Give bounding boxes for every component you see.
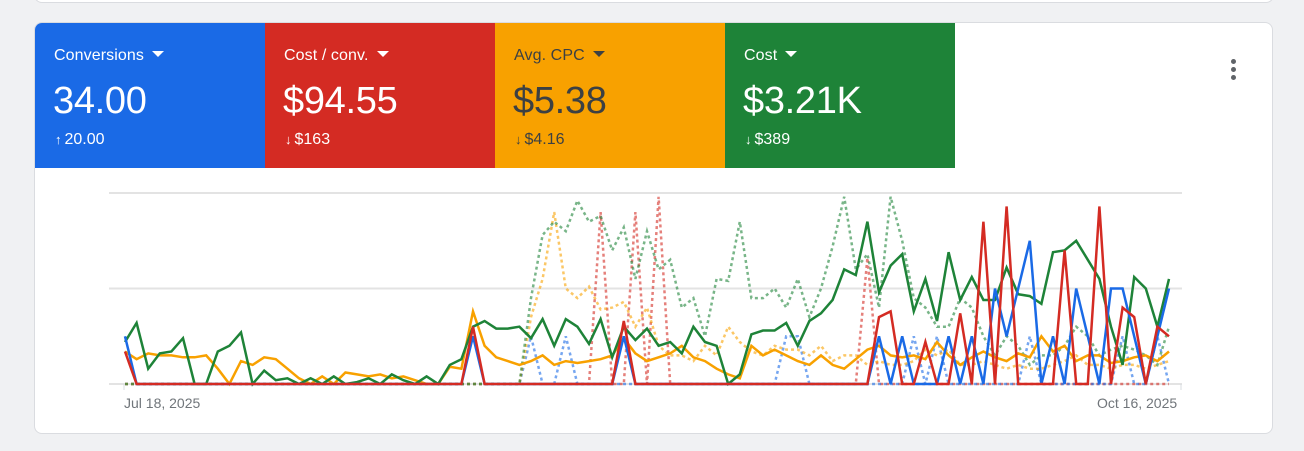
previous-card-edge <box>34 0 1274 3</box>
arrow-down-icon: ↓ <box>515 132 522 147</box>
scorecard-metric-selector[interactable]: Avg. CPC <box>514 47 605 65</box>
x-axis-start-label: Jul 18, 2025 <box>124 395 201 411</box>
scorecard-metric-selector[interactable]: Conversions <box>54 47 165 65</box>
dropdown-caret-icon <box>152 51 165 57</box>
scorecard-label: Avg. CPC <box>514 47 585 64</box>
scorecard-conversions[interactable]: Conversions 34.00 ↑ 20.00 <box>35 23 265 168</box>
more-vert-icon <box>1230 74 1236 80</box>
dropdown-caret-icon <box>376 51 389 57</box>
scorecard-metric-selector[interactable]: Cost <box>744 47 798 65</box>
scorecard-label: Cost <box>744 47 778 64</box>
scorecard-delta-value: 20.00 <box>64 131 105 148</box>
scorecard-value: $5.38 <box>513 80 607 122</box>
scorecard-value: $94.55 <box>283 80 398 122</box>
dropdown-caret-icon <box>785 51 798 57</box>
arrow-up-icon: ↑ <box>55 132 62 147</box>
arrow-down-icon: ↓ <box>745 132 752 147</box>
scorecard-avg-cpc[interactable]: Avg. CPC $5.38 ↓ $4.16 <box>495 23 725 168</box>
scorecard-metric-selector[interactable]: Cost / conv. <box>284 47 389 65</box>
scorecard-label: Cost / conv. <box>284 47 369 64</box>
scorecard-row: Conversions 34.00 ↑ 20.00 Cost / conv. $94.55… <box>35 23 955 168</box>
series-line-cost-conv-[interactable] <box>123 206 1170 386</box>
scorecard-delta: ↑ 20.00 <box>55 131 105 149</box>
scorecard-cost-per-conv[interactable]: Cost / conv. $94.55 ↓ $163 <box>265 23 495 168</box>
scorecard-delta-value: $4.16 <box>524 131 565 148</box>
scorecard-delta: ↓ $389 <box>745 131 790 149</box>
arrow-down-icon: ↓ <box>285 132 292 147</box>
more-options-button[interactable] <box>1221 56 1245 82</box>
x-axis-end-label: Oct 16, 2025 <box>1097 395 1178 411</box>
scorecard-delta-value: $163 <box>294 131 331 148</box>
scorecard-value: 34.00 <box>53 80 147 122</box>
line-chart <box>109 192 1182 390</box>
scorecard-delta: ↓ $4.16 <box>515 131 565 149</box>
more-vert-icon <box>1230 66 1236 72</box>
scorecard-label: Conversions <box>54 47 145 64</box>
dropdown-caret-icon <box>592 51 605 57</box>
performance-chart-card: Conversions 34.00 ↑ 20.00 Cost / conv. $94.55… <box>34 22 1273 434</box>
scorecard-delta: ↓ $163 <box>285 131 330 149</box>
more-vert-icon <box>1230 58 1236 64</box>
series-line-avg-cpc[interactable] <box>124 306 1170 387</box>
scorecard-cost[interactable]: Cost $3.21K ↓ $389 <box>725 23 955 168</box>
scorecard-delta-value: $389 <box>754 131 791 148</box>
scorecard-value: $3.21K <box>743 80 862 122</box>
